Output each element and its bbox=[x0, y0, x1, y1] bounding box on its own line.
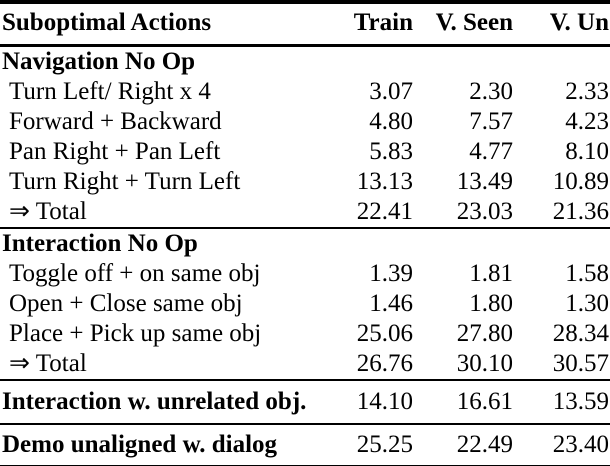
cell-v-un: 2.33 bbox=[565, 78, 609, 105]
cell-v-un: 4.23 bbox=[565, 108, 609, 135]
table-row: Turn Right + Turn Left 13.13 13.49 10.89 bbox=[0, 167, 610, 197]
summary-rows: Interaction w. unrelated obj. 14.10 16.6… bbox=[0, 379, 610, 466]
row-label-total: ⇒ Total bbox=[9, 350, 87, 377]
row-label: Turn Left/ Right x 4 bbox=[9, 78, 211, 105]
cell-train: 13.13 bbox=[356, 168, 413, 195]
cell-v-seen: 27.80 bbox=[456, 320, 513, 347]
cell-v-un: 21.36 bbox=[552, 198, 609, 225]
table-row: Turn Left/ Right x 4 3.07 2.30 2.33 bbox=[0, 77, 610, 107]
col-header-train: Train bbox=[330, 2, 413, 47]
cell-train: 5.83 bbox=[369, 138, 413, 165]
cell-train: 1.39 bbox=[369, 260, 413, 287]
table-row: Open + Close same obj 1.46 1.80 1.30 bbox=[0, 289, 610, 319]
col-header-v-seen: V. Seen bbox=[413, 2, 513, 47]
row-label: Place + Pick up same obj bbox=[9, 320, 262, 347]
cell-train: 14.10 bbox=[330, 379, 413, 424]
cell-v-un: 10.89 bbox=[552, 168, 609, 195]
cell-v-seen: 30.10 bbox=[456, 350, 513, 377]
row-label: Interaction w. unrelated obj. bbox=[0, 379, 330, 424]
section-title: Interaction No Op bbox=[0, 227, 610, 259]
cell-train: 3.07 bbox=[369, 78, 413, 105]
section-title: Navigation No Op bbox=[2, 48, 196, 75]
col-header-suboptimal-actions: Suboptimal Actions bbox=[0, 2, 330, 47]
cell-v-seen: 16.61 bbox=[413, 379, 513, 424]
cell-v-seen: 7.57 bbox=[469, 108, 513, 135]
section-interaction-no-op: Interaction No Op Toggle off + on same o… bbox=[0, 227, 610, 380]
row-label-total: ⇒ Total bbox=[9, 198, 87, 225]
cell-v-un: 8.10 bbox=[565, 138, 609, 165]
cell-v-seen: 4.77 bbox=[469, 138, 513, 165]
cell-v-seen: 2.30 bbox=[469, 78, 513, 105]
row-label: Pan Right + Pan Left bbox=[9, 138, 221, 165]
section-header-row: Interaction No Op bbox=[0, 227, 610, 259]
table-row: Place + Pick up same obj 25.06 27.80 28.… bbox=[0, 319, 610, 349]
total-row: ⇒ Total 22.41 23.03 21.36 bbox=[0, 197, 610, 228]
cell-v-un: 1.58 bbox=[565, 260, 609, 287]
table-row: Forward + Backward 4.80 7.57 4.23 bbox=[0, 107, 610, 137]
total-row: ⇒ Total 26.76 30.10 30.57 bbox=[0, 349, 610, 380]
cell-v-un: 13.59 bbox=[513, 379, 610, 424]
section-header-row: Navigation No Op bbox=[0, 46, 610, 78]
row-label: Toggle off + on same obj bbox=[9, 260, 261, 287]
cell-v-un: 30.57 bbox=[552, 350, 609, 377]
cell-v-seen: 1.81 bbox=[469, 260, 513, 287]
row-label: Turn Right + Turn Left bbox=[9, 168, 241, 195]
table-header-row: Suboptimal Actions Train V. Seen V. Un bbox=[0, 2, 610, 47]
summary-row-demo-unaligned: Demo unaligned w. dialog 25.25 22.49 23.… bbox=[0, 423, 610, 466]
row-label: Forward + Backward bbox=[9, 108, 222, 135]
cell-train: 22.41 bbox=[356, 198, 413, 225]
cell-v-un: 23.40 bbox=[513, 423, 610, 466]
cell-v-seen: 13.49 bbox=[456, 168, 513, 195]
table-row: Toggle off + on same obj 1.39 1.81 1.58 bbox=[0, 259, 610, 289]
row-label: Open + Close same obj bbox=[9, 290, 243, 317]
col-header-v-un: V. Un bbox=[513, 2, 610, 47]
row-label: Demo unaligned w. dialog bbox=[0, 423, 330, 466]
cell-train: 25.06 bbox=[356, 320, 413, 347]
cell-train: 4.80 bbox=[369, 108, 413, 135]
cell-train: 25.25 bbox=[330, 423, 413, 466]
cell-v-seen: 22.49 bbox=[413, 423, 513, 466]
cell-v-seen: 23.03 bbox=[456, 198, 513, 225]
section-navigation-no-op: Navigation No Op Turn Left/ Right x 4 3.… bbox=[0, 46, 610, 229]
cell-v-un: 1.30 bbox=[565, 290, 609, 317]
cell-v-seen: 1.80 bbox=[469, 290, 513, 317]
cell-train: 26.76 bbox=[356, 350, 413, 377]
cell-train: 1.46 bbox=[369, 290, 413, 317]
cell-v-un: 28.34 bbox=[552, 320, 609, 347]
table-row: Pan Right + Pan Left 5.83 4.77 8.10 bbox=[0, 137, 610, 167]
summary-row-interaction-unrelated: Interaction w. unrelated obj. 14.10 16.6… bbox=[0, 379, 610, 424]
